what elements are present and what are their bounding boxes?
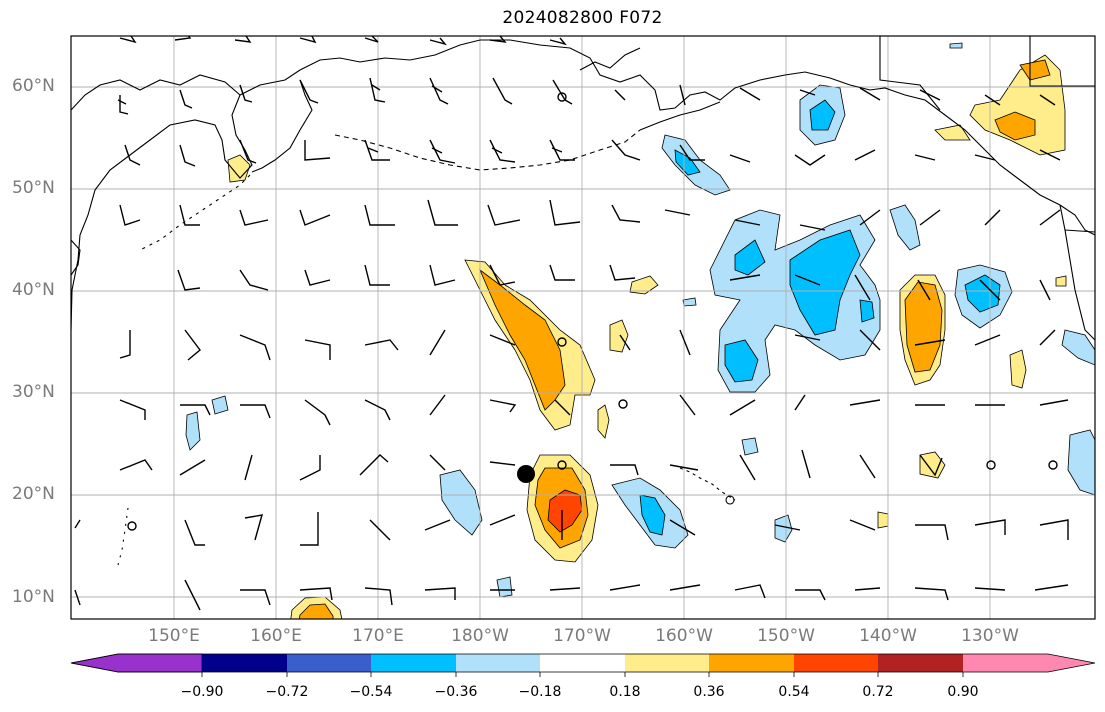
lon-label-150e: 150°E: [148, 626, 200, 646]
colorbar-label: −0.54: [349, 684, 393, 700]
colorbar-label: 0.72: [862, 684, 894, 700]
negative-region: [1061, 329, 1095, 366]
lat-label-10n: 10°N: [12, 587, 55, 607]
colorbar-label: 0.18: [609, 684, 641, 700]
positive-region: [629, 275, 659, 295]
positive-region: [547, 489, 583, 533]
lon-label-180w: 180°W: [451, 626, 509, 646]
colorbar-label: 0.36: [693, 684, 725, 700]
colorbar-segment-white: [540, 654, 625, 672]
colorbar-segment-firebrick: [878, 654, 963, 672]
colorbar-ticks: [201, 672, 964, 677]
colorbar-segment-pink: [963, 654, 1095, 672]
lat-label-50n: 50°N: [12, 178, 55, 198]
lat-label-60n: 60°N: [12, 76, 55, 96]
colorbar-outline: [70, 653, 1096, 673]
lat-label-30n: 30°N: [12, 382, 55, 402]
colorbar: [70, 653, 1096, 677]
wind-barbs: [74, 36, 1069, 611]
calm-wind-markers: [127, 92, 1058, 531]
negative-region: [741, 437, 759, 456]
colorbar-label: −0.72: [265, 684, 309, 700]
positive-region: [609, 319, 629, 353]
negative-region: [661, 134, 731, 196]
lon-label-150w: 150°W: [757, 626, 815, 646]
positive-region: [934, 124, 971, 141]
negative-region: [1067, 429, 1095, 496]
positive-region: [597, 404, 610, 439]
colorbar-label: −0.36: [434, 684, 478, 700]
lon-label-160e: 160°E: [250, 626, 302, 646]
positive-region: [877, 511, 889, 529]
lon-label-170w: 170°W: [553, 626, 611, 646]
negative-region: [789, 229, 861, 336]
negative-region: [724, 339, 759, 383]
positive-region: [919, 451, 946, 479]
storm-center-dot: [517, 465, 535, 483]
colorbar-segment-lightblue: [456, 654, 540, 672]
negative-region: [734, 239, 766, 276]
positive-region: [904, 281, 943, 373]
anomaly-shading: [185, 42, 1095, 619]
lon-label-170e: 170°E: [352, 626, 404, 646]
negative-region: [639, 494, 666, 536]
positive-region: [1019, 59, 1051, 81]
negative-region: [859, 299, 875, 323]
gridlines: [71, 36, 1095, 619]
coastlines: [71, 36, 1095, 566]
colorbar-segment-navy: [202, 654, 287, 672]
positive-region: [969, 54, 1066, 156]
negative-region: [682, 297, 697, 307]
negative-region: [185, 411, 201, 451]
lat-label-20n: 20°N: [12, 484, 55, 504]
plot-frame: [70, 35, 1096, 620]
colorbar-label: −0.18: [518, 684, 562, 700]
colorbar-label: 0.90: [947, 684, 979, 700]
colorbar-label: 0.54: [778, 684, 810, 700]
negative-region: [889, 204, 921, 251]
positive-region: [1009, 349, 1027, 389]
negative-region: [439, 469, 483, 536]
colorbar-segment-purple: [70, 653, 203, 673]
negative-region: [809, 99, 836, 131]
map-title: 2024082800 F072: [502, 8, 663, 28]
negative-region: [496, 576, 513, 598]
colorbar-segment-deepsky: [371, 654, 456, 672]
negative-region: [949, 42, 963, 49]
colorbar-segment-yellow: [625, 654, 709, 672]
positive-region: [994, 111, 1036, 141]
lon-label-130w: 130°W: [961, 626, 1019, 646]
negative-region: [964, 274, 1001, 313]
colorbar-segment-orange: [709, 654, 794, 672]
colorbar-segment-red: [794, 654, 878, 672]
positive-region: [227, 154, 251, 183]
lon-label-160w: 160°W: [655, 626, 713, 646]
colorbar-segment-royalblue: [287, 654, 371, 672]
lon-label-140w: 140°W: [859, 626, 917, 646]
lat-label-40n: 40°N: [12, 280, 55, 300]
colorbar-label: −0.90: [180, 684, 224, 700]
positive-region: [1055, 275, 1067, 287]
negative-region: [211, 395, 229, 415]
positive-region: [298, 603, 334, 619]
